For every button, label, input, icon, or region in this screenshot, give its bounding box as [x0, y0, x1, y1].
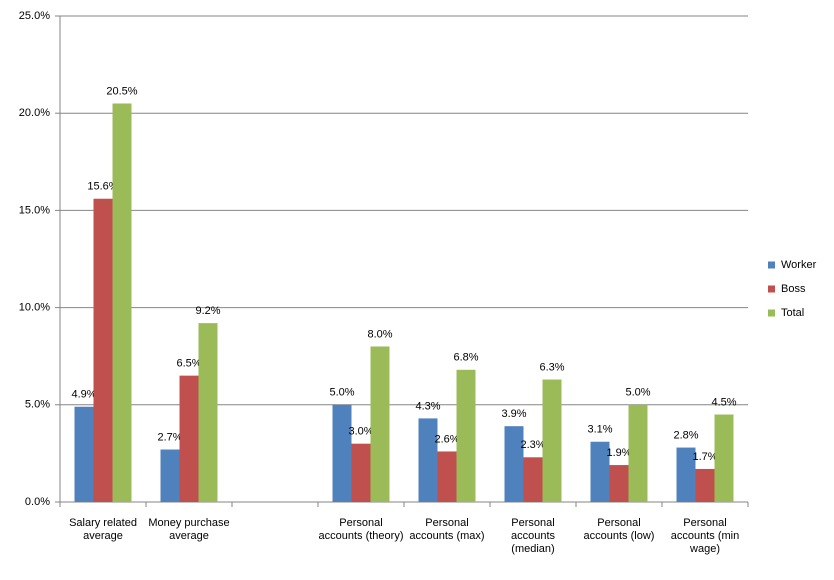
x-tick-label: Personal accounts (low) — [583, 517, 655, 542]
legend-swatch — [768, 261, 775, 269]
y-tick-label: 15.0% — [19, 204, 50, 216]
value-label: 5.0% — [625, 387, 650, 399]
bar — [714, 414, 734, 502]
bar — [542, 379, 562, 502]
value-label: 1.7% — [692, 451, 717, 463]
value-label: 4.5% — [711, 396, 736, 408]
bar — [590, 441, 610, 502]
x-tick-label: Personal accounts (median) — [510, 517, 556, 555]
value-label: 6.5% — [176, 358, 201, 370]
value-label: 5.0% — [329, 387, 354, 399]
value-label: 3.1% — [587, 424, 612, 436]
value-label: 15.6% — [87, 181, 118, 193]
value-label: 9.2% — [195, 305, 220, 317]
bar — [179, 375, 199, 502]
value-label: 2.6% — [434, 433, 459, 445]
bar — [695, 468, 715, 502]
legend-label: Total — [781, 307, 804, 319]
bar — [74, 406, 94, 502]
y-tick-label: 10.0% — [19, 302, 50, 314]
value-label: 2.8% — [673, 429, 698, 441]
legend-swatch — [768, 285, 775, 293]
bar — [370, 346, 390, 502]
value-label: 4.3% — [415, 400, 440, 412]
x-tick-label: Money purchase average — [148, 517, 230, 542]
value-label: 4.9% — [71, 389, 96, 401]
bar — [112, 103, 132, 502]
bar — [456, 369, 476, 502]
x-tick-label: Personal accounts (theory) — [318, 517, 404, 542]
x-tick-label: Salary related average — [69, 517, 137, 542]
legend-label: Boss — [781, 283, 806, 295]
y-tick-label: 0.0% — [25, 496, 50, 508]
bar — [676, 447, 696, 502]
bar — [418, 418, 438, 502]
value-label: 2.7% — [157, 431, 182, 443]
bar — [628, 404, 648, 502]
bar — [351, 443, 371, 502]
bar — [332, 404, 352, 502]
value-label: 8.0% — [367, 328, 392, 340]
value-label: 2.3% — [520, 439, 545, 451]
x-tick-label: Personal accounts (max) — [409, 517, 485, 542]
value-label: 3.0% — [348, 426, 373, 438]
bar — [609, 465, 629, 502]
bar — [93, 198, 113, 502]
bar — [437, 451, 457, 502]
bar — [523, 457, 543, 502]
legend-label: Worker — [781, 259, 817, 271]
x-tick-label: Personal accounts (min wage) — [670, 517, 740, 555]
y-tick-label: 5.0% — [25, 399, 50, 411]
value-label: 1.9% — [606, 447, 631, 459]
value-label: 20.5% — [106, 85, 137, 97]
bar — [504, 426, 524, 502]
y-tick-label: 20.0% — [19, 107, 50, 119]
bar — [198, 323, 218, 502]
value-label: 6.8% — [453, 352, 478, 364]
legend-swatch — [768, 309, 775, 317]
y-tick-label: 25.0% — [19, 10, 50, 22]
bar — [160, 449, 180, 502]
value-label: 6.3% — [539, 361, 564, 373]
value-label: 3.9% — [501, 408, 526, 420]
